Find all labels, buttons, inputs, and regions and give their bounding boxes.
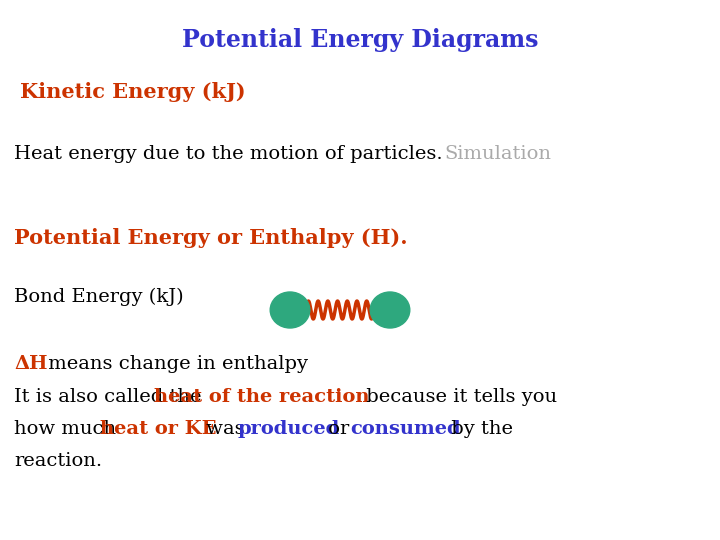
Text: heat or KE: heat or KE	[100, 420, 217, 438]
Text: Potential Energy or Enthalpy (H).: Potential Energy or Enthalpy (H).	[14, 228, 408, 248]
Text: how much: how much	[14, 420, 122, 438]
Text: or: or	[322, 420, 356, 438]
Text: produced: produced	[237, 420, 339, 438]
Text: because it tells you: because it tells you	[360, 388, 557, 406]
Text: Kinetic Energy (kJ): Kinetic Energy (kJ)	[20, 82, 246, 102]
Text: It is also called the: It is also called the	[14, 388, 208, 406]
Text: Heat energy due to the motion of particles.: Heat energy due to the motion of particl…	[14, 145, 449, 163]
Text: consumed: consumed	[350, 420, 461, 438]
Ellipse shape	[270, 292, 310, 328]
Text: heat of the reaction: heat of the reaction	[154, 388, 369, 406]
Ellipse shape	[370, 292, 410, 328]
Text: reaction.: reaction.	[14, 452, 102, 470]
Text: by the: by the	[445, 420, 513, 438]
Text: means change in enthalpy: means change in enthalpy	[42, 355, 308, 373]
Text: was: was	[200, 420, 251, 438]
Text: ΔH: ΔH	[14, 355, 48, 373]
Text: Bond Energy (kJ): Bond Energy (kJ)	[14, 288, 184, 306]
Text: Potential Energy Diagrams: Potential Energy Diagrams	[181, 28, 539, 52]
Text: Simulation: Simulation	[444, 145, 551, 163]
